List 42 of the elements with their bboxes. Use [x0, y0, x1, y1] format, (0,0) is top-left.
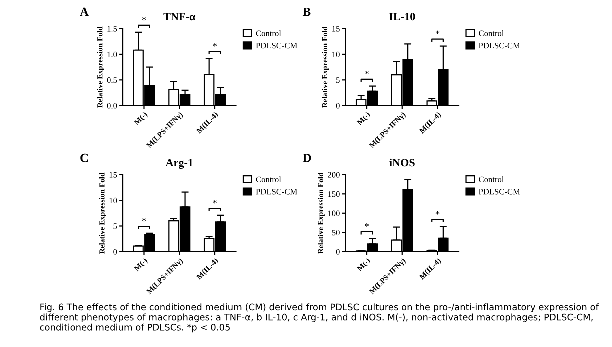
legend-label: PDLSC-CM — [256, 43, 298, 49]
y-tick-label: 5 — [336, 78, 340, 84]
annotation: * — [365, 70, 369, 75]
y-tick-label: 0.0 — [107, 103, 118, 109]
text: B — [302, 8, 311, 16]
chart-title: iNOS — [390, 158, 415, 167]
legend-label: Control — [479, 176, 504, 182]
legend-label: Control — [256, 30, 282, 36]
y-tick-label: 15 — [332, 26, 340, 32]
chart-title: TNF-α — [164, 13, 196, 21]
chart-title: Arg-1 — [166, 159, 193, 170]
y-tick-label: 1.0 — [108, 52, 118, 58]
y-tick-label: 10 — [332, 52, 340, 58]
caption: Fig. 6 The effects of the conditioned medium (CM) derived from PDLSC cultures on the pro-/anti-inflammatory expression of different phenotypes of macrophages: a TNF-α, b IL-10, c Arg-1, and d iNOS. M(-), non-activated macrophages; PDLSC-CM, conditioned medium of PDLSCs. *p < 0.05 — [40, 304, 600, 333]
legend-label: Control — [256, 176, 282, 182]
y-tick-label: 1.5 — [108, 26, 118, 32]
y-tick-label: 10 — [110, 198, 118, 204]
y-tick-label: 150 — [328, 191, 340, 198]
text: A — [80, 8, 89, 16]
text: C — [80, 154, 88, 162]
legend-label: PDLSC-CM — [479, 43, 520, 49]
legend-label: PDLSC-CM — [479, 189, 520, 195]
annotation: * — [213, 200, 217, 204]
y-tick-label: 0 — [336, 249, 340, 255]
y-tick-label: 200 — [328, 172, 340, 178]
annotation: * — [436, 30, 440, 34]
y-tick-label: 15 — [110, 172, 118, 178]
y-tick-label: 50 — [332, 230, 340, 236]
chart-title: IL-10 — [389, 13, 416, 21]
annotation: * — [436, 211, 440, 215]
y-tick-label: 0 — [336, 103, 340, 109]
y-tick-label: 0 — [114, 249, 118, 255]
text: D — [302, 154, 312, 162]
y-tick-label: 0.5 — [107, 78, 118, 84]
y-tick-label: 100 — [328, 210, 340, 216]
annotation: * — [142, 17, 146, 21]
legend-label: PDLSC-CM — [256, 189, 298, 195]
annotation: * — [365, 223, 369, 228]
annotation: * — [142, 218, 146, 222]
annotation: * — [213, 43, 217, 47]
y-tick-label: 5 — [114, 224, 118, 230]
legend-label: Control — [479, 30, 504, 36]
